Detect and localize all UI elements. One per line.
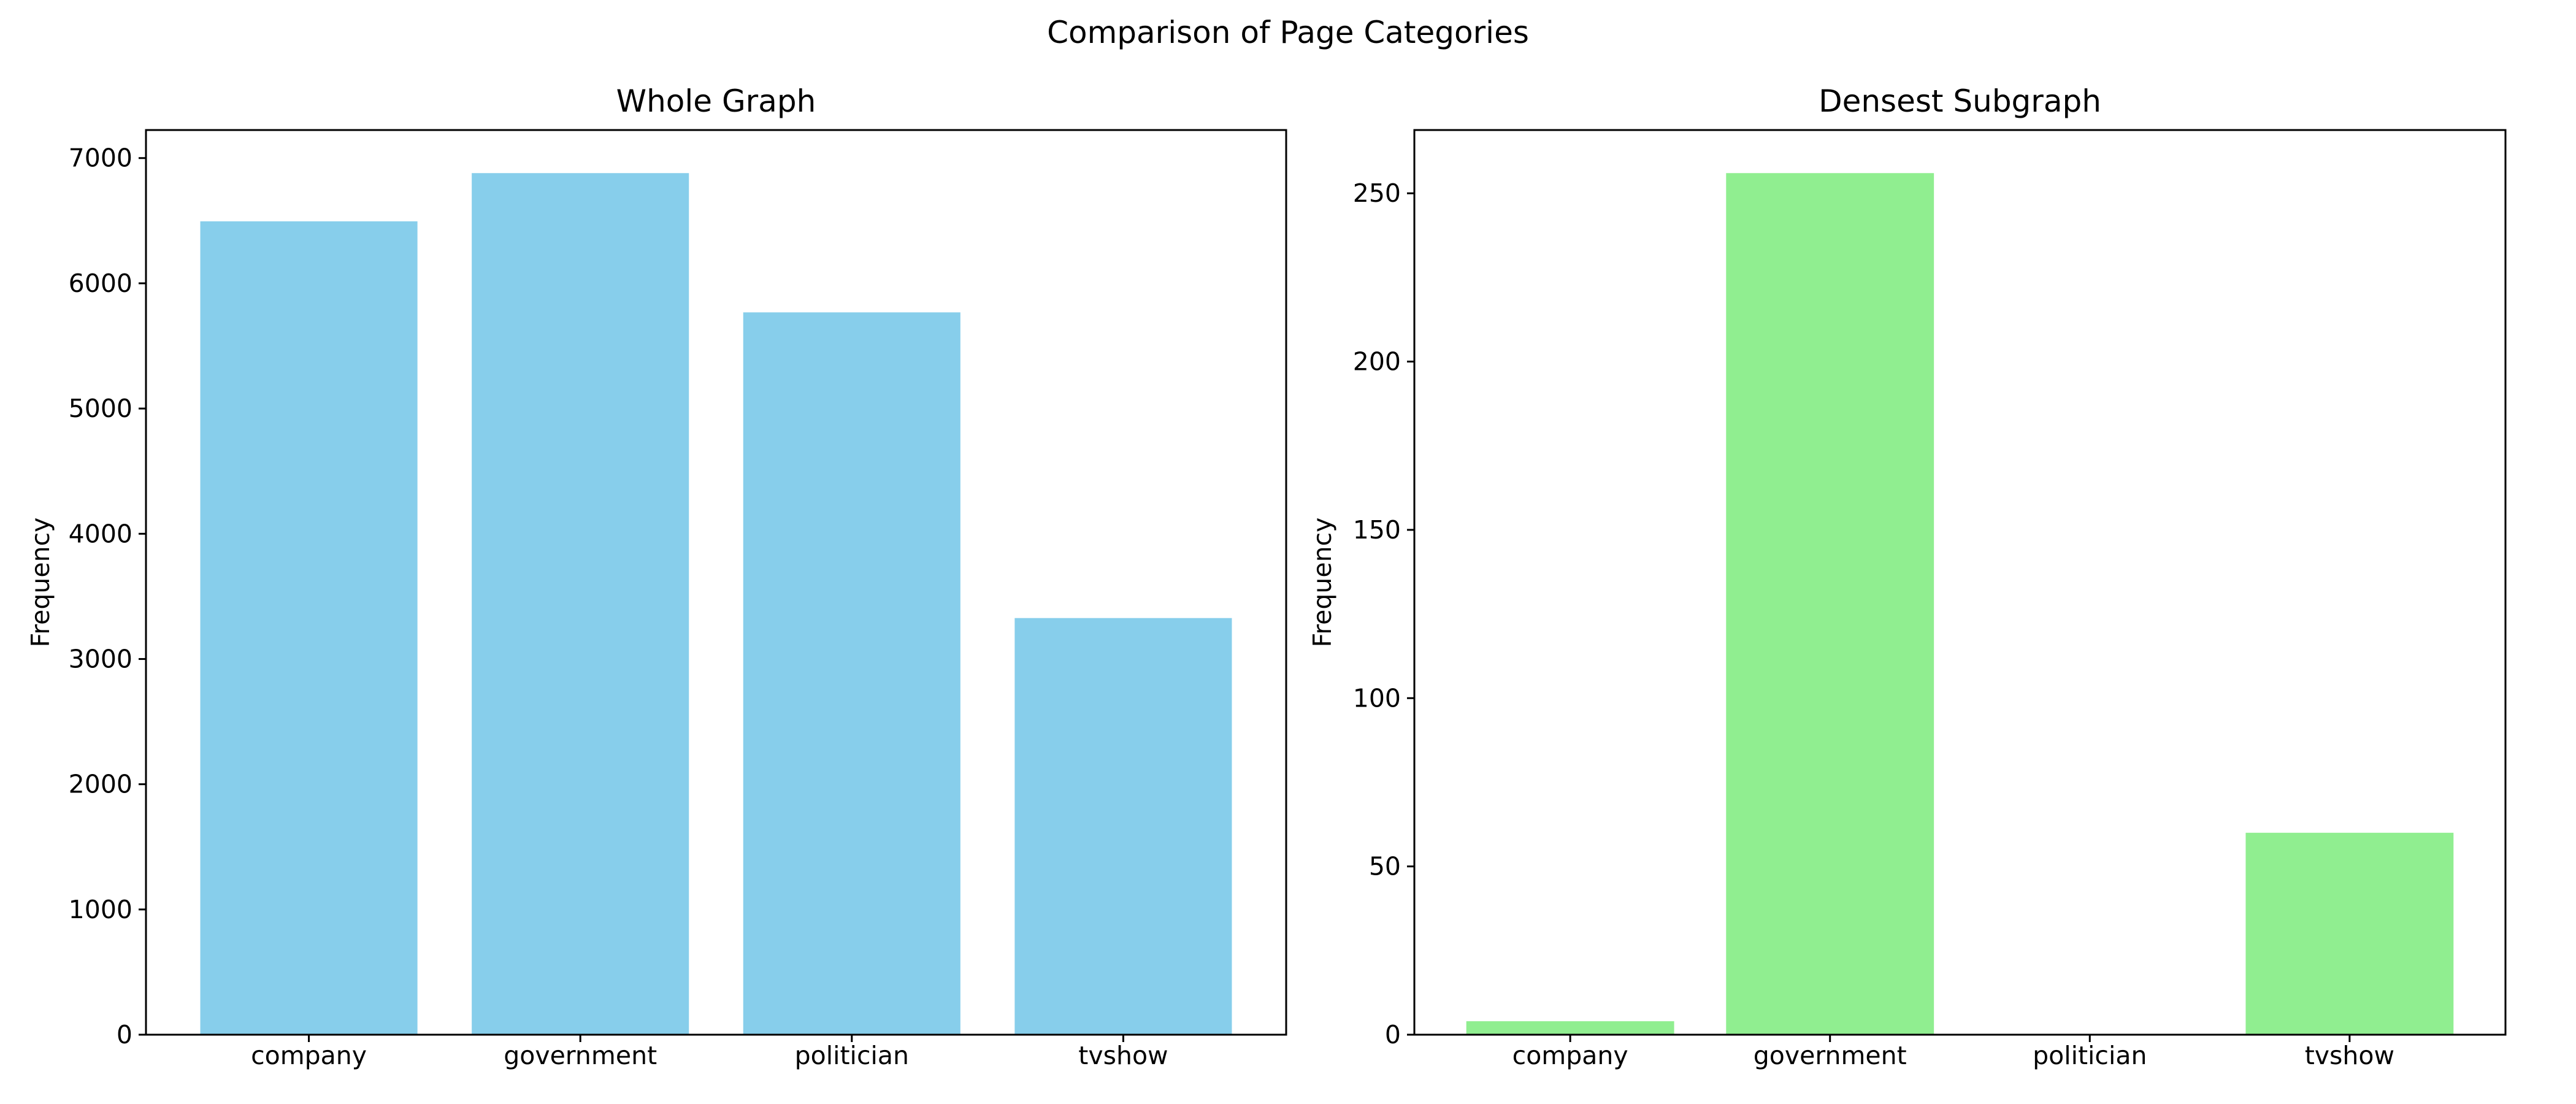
densest-subgraph-y-tick-label: 250	[1353, 178, 1401, 208]
whole-graph-x-tick-label: company	[251, 1041, 367, 1070]
densest-subgraph-bars	[1466, 173, 2454, 1035]
figure-suptitle: Comparison of Page Categories	[1047, 15, 1529, 50]
whole-graph-y-tick-label: 3000	[69, 644, 132, 673]
whole-graph-bar-tvshow	[1014, 618, 1232, 1035]
densest-subgraph-title: Densest Subgraph	[1819, 83, 2101, 119]
whole-graph-y-tick-label: 2000	[69, 770, 132, 799]
whole-graph-x-ticks: company government politician tvshow	[251, 1035, 1168, 1070]
whole-graph-y-axis-label: Frequency	[26, 518, 55, 648]
densest-subgraph-bar-tvshow	[2245, 832, 2454, 1035]
whole-graph-x-tick-label: tvshow	[1078, 1041, 1168, 1070]
densest-subgraph-panel: 0 50 100 150 200 250 company government politic…	[1308, 83, 2507, 1070]
densest-subgraph-x-tick-label: company	[1512, 1041, 1628, 1070]
whole-graph-y-ticks: 0 1000 2000 3000 4000 5000 6000 7000	[69, 144, 146, 1049]
densest-subgraph-y-tick-label: 200	[1353, 347, 1401, 377]
densest-subgraph-y-tick-label: 150	[1353, 515, 1401, 545]
whole-graph-x-tick-label: government	[504, 1041, 657, 1070]
whole-graph-bar-politician	[743, 312, 960, 1035]
whole-graph-title: Whole Graph	[616, 83, 816, 119]
whole-graph-y-tick-label: 1000	[69, 895, 132, 924]
whole-graph-y-tick-label: 4000	[69, 519, 132, 548]
whole-graph-y-tick-label: 6000	[69, 269, 132, 298]
densest-subgraph-x-tick-label: tvshow	[2305, 1041, 2394, 1070]
densest-subgraph-x-tick-label: politician	[2033, 1041, 2147, 1070]
densest-subgraph-y-tick-label: 50	[1369, 852, 1401, 881]
densest-subgraph-x-ticks: company government politician tvshow	[1512, 1035, 2394, 1070]
densest-subgraph-axes-frame	[1413, 129, 2507, 1036]
whole-graph-panel: 0 1000 2000 3000 4000 5000 6000 7000 company gov…	[26, 83, 1287, 1070]
densest-subgraph-x-tick-label: government	[1754, 1041, 1907, 1070]
whole-graph-bar-government	[472, 173, 689, 1035]
densest-subgraph-y-tick-label: 100	[1353, 683, 1401, 713]
whole-graph-axes-frame	[145, 129, 1287, 1036]
densest-subgraph-bar-company	[1466, 1021, 1674, 1035]
densest-subgraph-y-tick-label: 0	[1385, 1020, 1401, 1049]
whole-graph-x-tick-label: politician	[795, 1041, 909, 1070]
densest-subgraph-y-ticks: 0 50 100 150 200 250	[1353, 178, 1414, 1049]
densest-subgraph-bar-government	[1726, 173, 1934, 1035]
whole-graph-y-tick-label: 7000	[69, 144, 132, 173]
whole-graph-bars	[200, 173, 1232, 1035]
densest-subgraph-y-axis-label: Frequency	[1308, 518, 1337, 648]
whole-graph-y-tick-label: 5000	[69, 394, 132, 423]
whole-graph-y-tick-label: 0	[117, 1020, 132, 1049]
whole-graph-bar-company	[200, 221, 418, 1035]
